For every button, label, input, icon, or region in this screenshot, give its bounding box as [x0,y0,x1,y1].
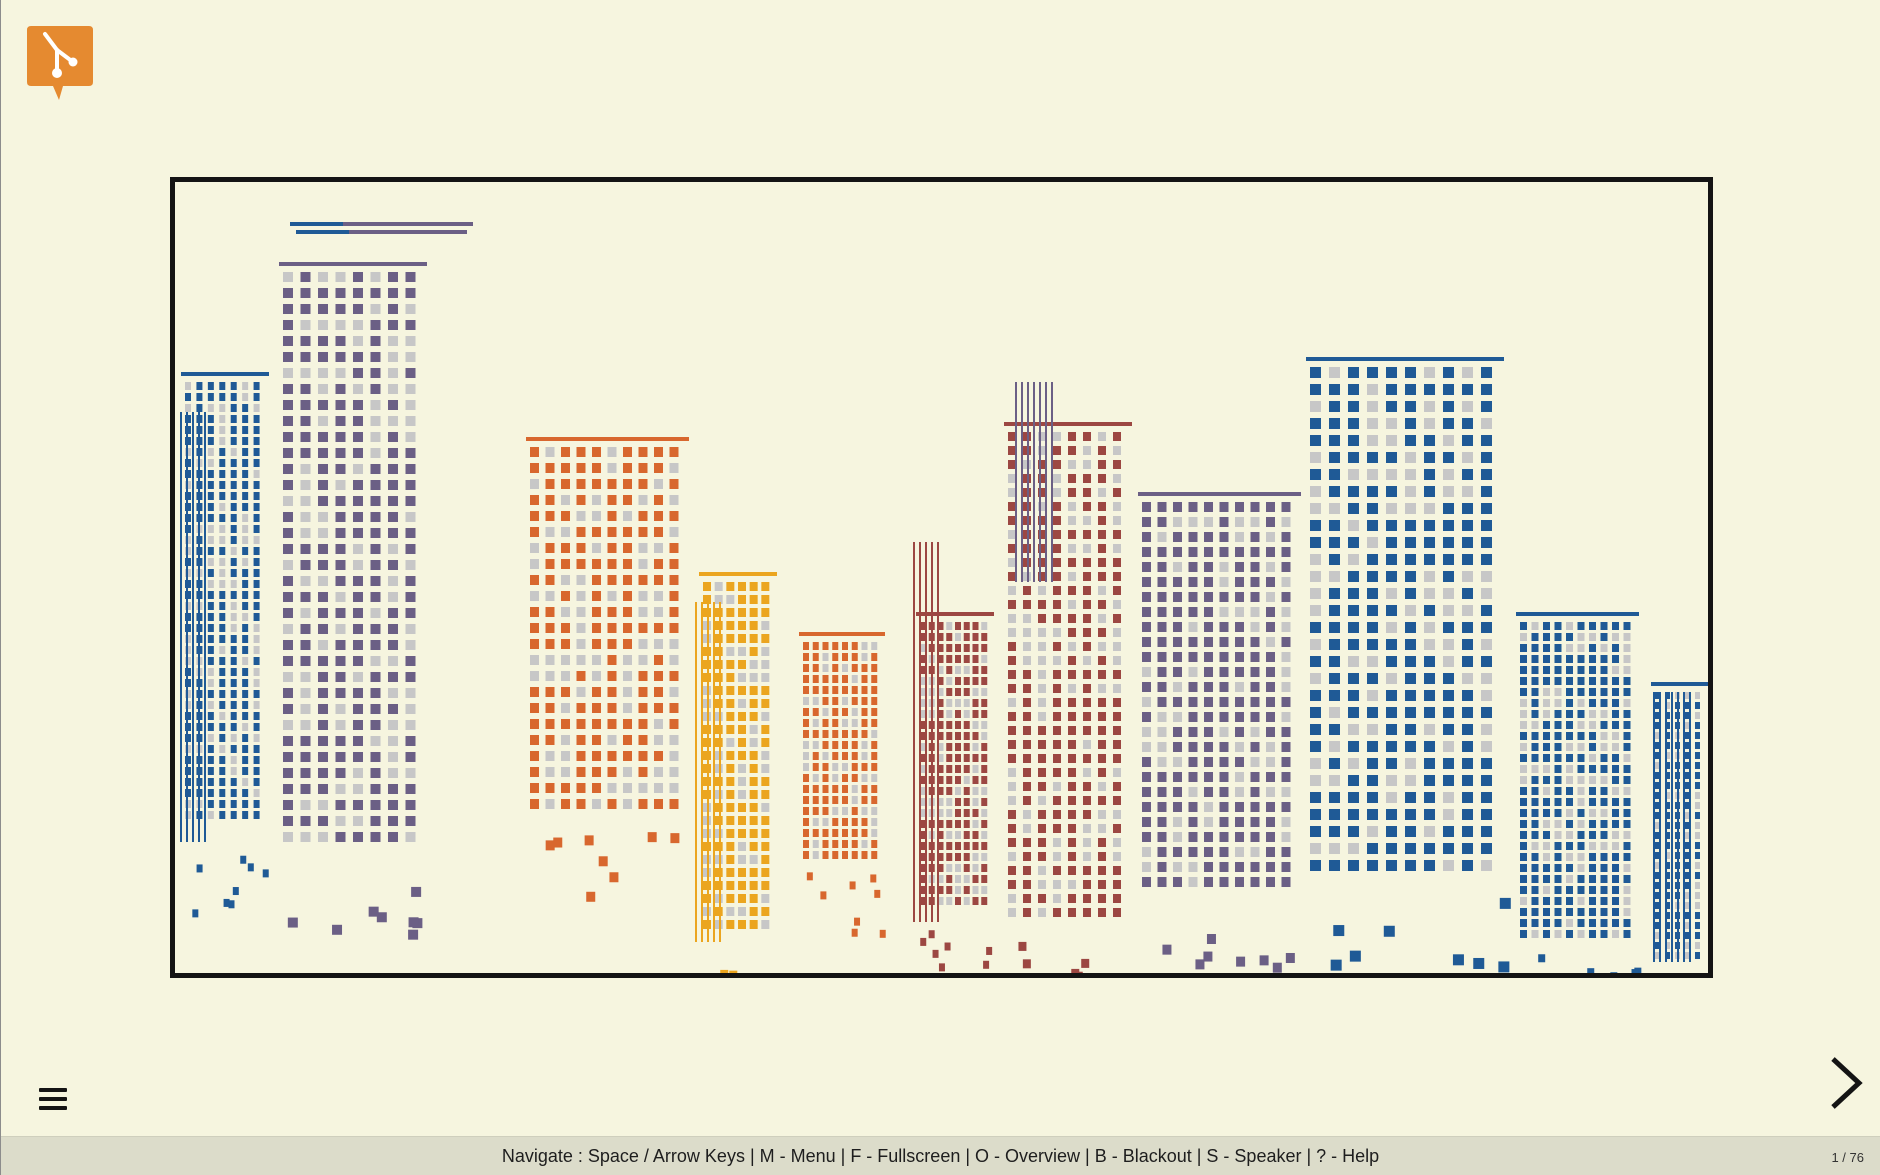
slide-image [170,177,1713,978]
next-slide-button[interactable] [1825,1055,1865,1111]
city-skyline-illustration [180,222,1708,973]
hamburger-menu-icon[interactable] [39,1088,67,1114]
slide-counter: 1 / 76 [1831,1150,1864,1165]
git-logo-icon [27,26,93,100]
chevron-right-icon [1831,1057,1863,1109]
keyboard-help-text: Navigate : Space / Arrow Keys | M - Menu… [501,1145,1380,1166]
help-footer: Navigate : Space / Arrow Keys | M - Menu… [1,1136,1880,1175]
